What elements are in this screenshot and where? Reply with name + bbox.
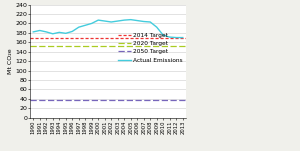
Actual Emissions (148, 21, 152, 23)
Actual Emissions (181, 37, 184, 39)
Actual Emissions (116, 20, 119, 22)
Actual Emissions (129, 19, 133, 21)
Actual Emissions (175, 37, 178, 39)
Actual Emissions (142, 21, 146, 22)
Actual Emissions (97, 19, 100, 21)
Actual Emissions (103, 20, 106, 22)
Legend: 2014 Target, 2020 Target, 2050 Target, Actual Emissions: 2014 Target, 2020 Target, 2050 Target, A… (118, 33, 183, 63)
Actual Emissions (32, 31, 35, 33)
Actual Emissions (51, 33, 55, 35)
Actual Emissions (70, 31, 74, 32)
Actual Emissions (44, 31, 48, 33)
Actual Emissions (110, 21, 113, 23)
Actual Emissions (83, 24, 87, 26)
Actual Emissions (38, 30, 41, 31)
Actual Emissions (64, 32, 68, 34)
Actual Emissions (136, 20, 139, 21)
Actual Emissions (168, 36, 172, 38)
Actual Emissions (90, 22, 94, 24)
Actual Emissions (77, 26, 80, 28)
Y-axis label: Mt CO₂e: Mt CO₂e (8, 48, 13, 74)
Actual Emissions (122, 19, 126, 21)
Actual Emissions (58, 31, 61, 33)
Line: Actual Emissions: Actual Emissions (33, 20, 183, 38)
Actual Emissions (155, 26, 159, 28)
Actual Emissions (161, 34, 165, 36)
